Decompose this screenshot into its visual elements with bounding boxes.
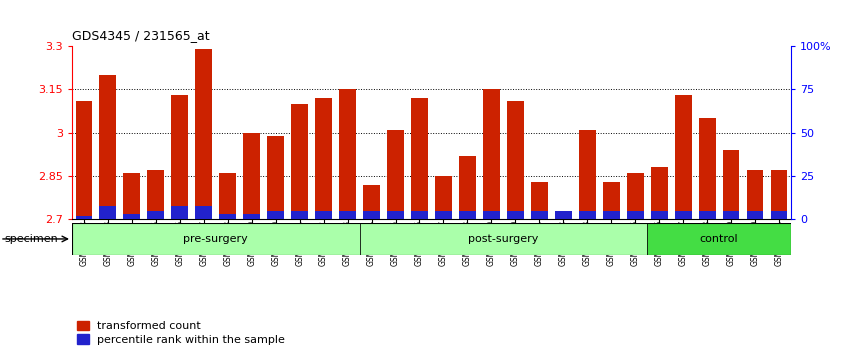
Bar — [675, 95, 691, 219]
Bar — [244, 214, 260, 219]
Bar — [579, 130, 596, 219]
Text: GSM842031: GSM842031 — [535, 219, 544, 266]
Bar — [579, 211, 596, 219]
Bar — [555, 211, 572, 219]
Text: GSM842019: GSM842019 — [247, 219, 256, 266]
Text: GSM842021: GSM842021 — [295, 219, 304, 266]
Text: GSM842034: GSM842034 — [607, 219, 616, 266]
Text: specimen: specimen — [4, 234, 58, 244]
Text: GSM842012: GSM842012 — [80, 219, 88, 266]
Bar — [555, 211, 572, 219]
Bar — [435, 211, 452, 219]
Bar — [172, 95, 188, 219]
Text: GSM842030: GSM842030 — [511, 219, 519, 266]
Bar — [675, 211, 691, 219]
Bar — [75, 101, 92, 219]
Bar — [147, 170, 164, 219]
Text: control: control — [700, 234, 739, 244]
Bar — [771, 170, 788, 219]
Text: GSM842028: GSM842028 — [463, 219, 472, 266]
Bar — [75, 216, 92, 219]
Bar — [603, 182, 619, 219]
Bar — [339, 89, 356, 219]
Bar — [459, 211, 475, 219]
Text: GSM842035: GSM842035 — [631, 219, 640, 266]
Bar — [747, 170, 763, 219]
Text: GSM842032: GSM842032 — [559, 219, 568, 266]
Bar — [699, 118, 716, 219]
Text: GSM842040: GSM842040 — [750, 219, 760, 266]
Legend: transformed count, percentile rank within the sample: transformed count, percentile rank withi… — [78, 321, 285, 345]
Text: GSM842025: GSM842025 — [391, 219, 400, 266]
Text: GSM842039: GSM842039 — [727, 219, 735, 266]
Text: GSM842037: GSM842037 — [678, 219, 688, 266]
Text: pre-surgery: pre-surgery — [184, 234, 248, 244]
Text: post-surgery: post-surgery — [468, 234, 539, 244]
Text: GSM842026: GSM842026 — [415, 219, 424, 266]
Bar — [722, 211, 739, 219]
Bar — [483, 89, 500, 219]
Bar — [507, 101, 524, 219]
Bar — [531, 211, 547, 219]
Bar — [483, 211, 500, 219]
Bar — [722, 150, 739, 219]
Bar — [267, 136, 284, 219]
Bar — [459, 156, 475, 219]
Bar — [339, 211, 356, 219]
Bar — [411, 98, 428, 219]
Text: GSM842013: GSM842013 — [103, 219, 113, 266]
Text: GSM842038: GSM842038 — [703, 219, 711, 266]
Bar — [627, 173, 644, 219]
Text: GSM842023: GSM842023 — [343, 219, 352, 266]
Text: GSM842020: GSM842020 — [272, 219, 280, 266]
Bar — [531, 182, 547, 219]
Bar — [435, 176, 452, 219]
Bar — [316, 211, 332, 219]
Bar — [100, 206, 116, 219]
Bar — [627, 211, 644, 219]
Text: GSM842029: GSM842029 — [487, 219, 496, 266]
Bar — [147, 211, 164, 219]
Bar — [291, 104, 308, 219]
Bar — [363, 185, 380, 219]
Bar — [360, 223, 647, 255]
Text: GSM842018: GSM842018 — [223, 219, 232, 266]
Text: GSM842033: GSM842033 — [583, 219, 591, 266]
Bar — [699, 211, 716, 219]
Bar — [100, 75, 116, 219]
Text: GSM842022: GSM842022 — [319, 219, 328, 266]
Bar — [507, 211, 524, 219]
Bar — [195, 206, 212, 219]
Bar — [747, 211, 763, 219]
Text: GSM842036: GSM842036 — [655, 219, 663, 266]
Bar — [124, 173, 140, 219]
Bar — [267, 211, 284, 219]
Bar — [244, 133, 260, 219]
Bar — [172, 206, 188, 219]
Bar — [316, 98, 332, 219]
Bar — [219, 173, 236, 219]
Bar — [363, 211, 380, 219]
Bar — [124, 214, 140, 219]
Text: GSM842017: GSM842017 — [200, 219, 208, 266]
Bar — [771, 211, 788, 219]
Text: GDS4345 / 231565_at: GDS4345 / 231565_at — [72, 29, 210, 42]
Text: GSM842024: GSM842024 — [367, 219, 376, 266]
Bar — [219, 214, 236, 219]
Bar — [195, 49, 212, 219]
Bar — [72, 223, 360, 255]
Bar — [651, 211, 667, 219]
Bar — [411, 211, 428, 219]
Bar — [603, 211, 619, 219]
Bar — [651, 167, 667, 219]
Text: GSM842015: GSM842015 — [151, 219, 160, 266]
Text: GSM842016: GSM842016 — [175, 219, 184, 266]
Text: GSM842014: GSM842014 — [128, 219, 136, 266]
Bar — [387, 211, 404, 219]
Bar — [387, 130, 404, 219]
Bar — [291, 211, 308, 219]
Text: GSM842041: GSM842041 — [775, 219, 783, 266]
Text: GSM842027: GSM842027 — [439, 219, 448, 266]
Bar — [647, 223, 791, 255]
